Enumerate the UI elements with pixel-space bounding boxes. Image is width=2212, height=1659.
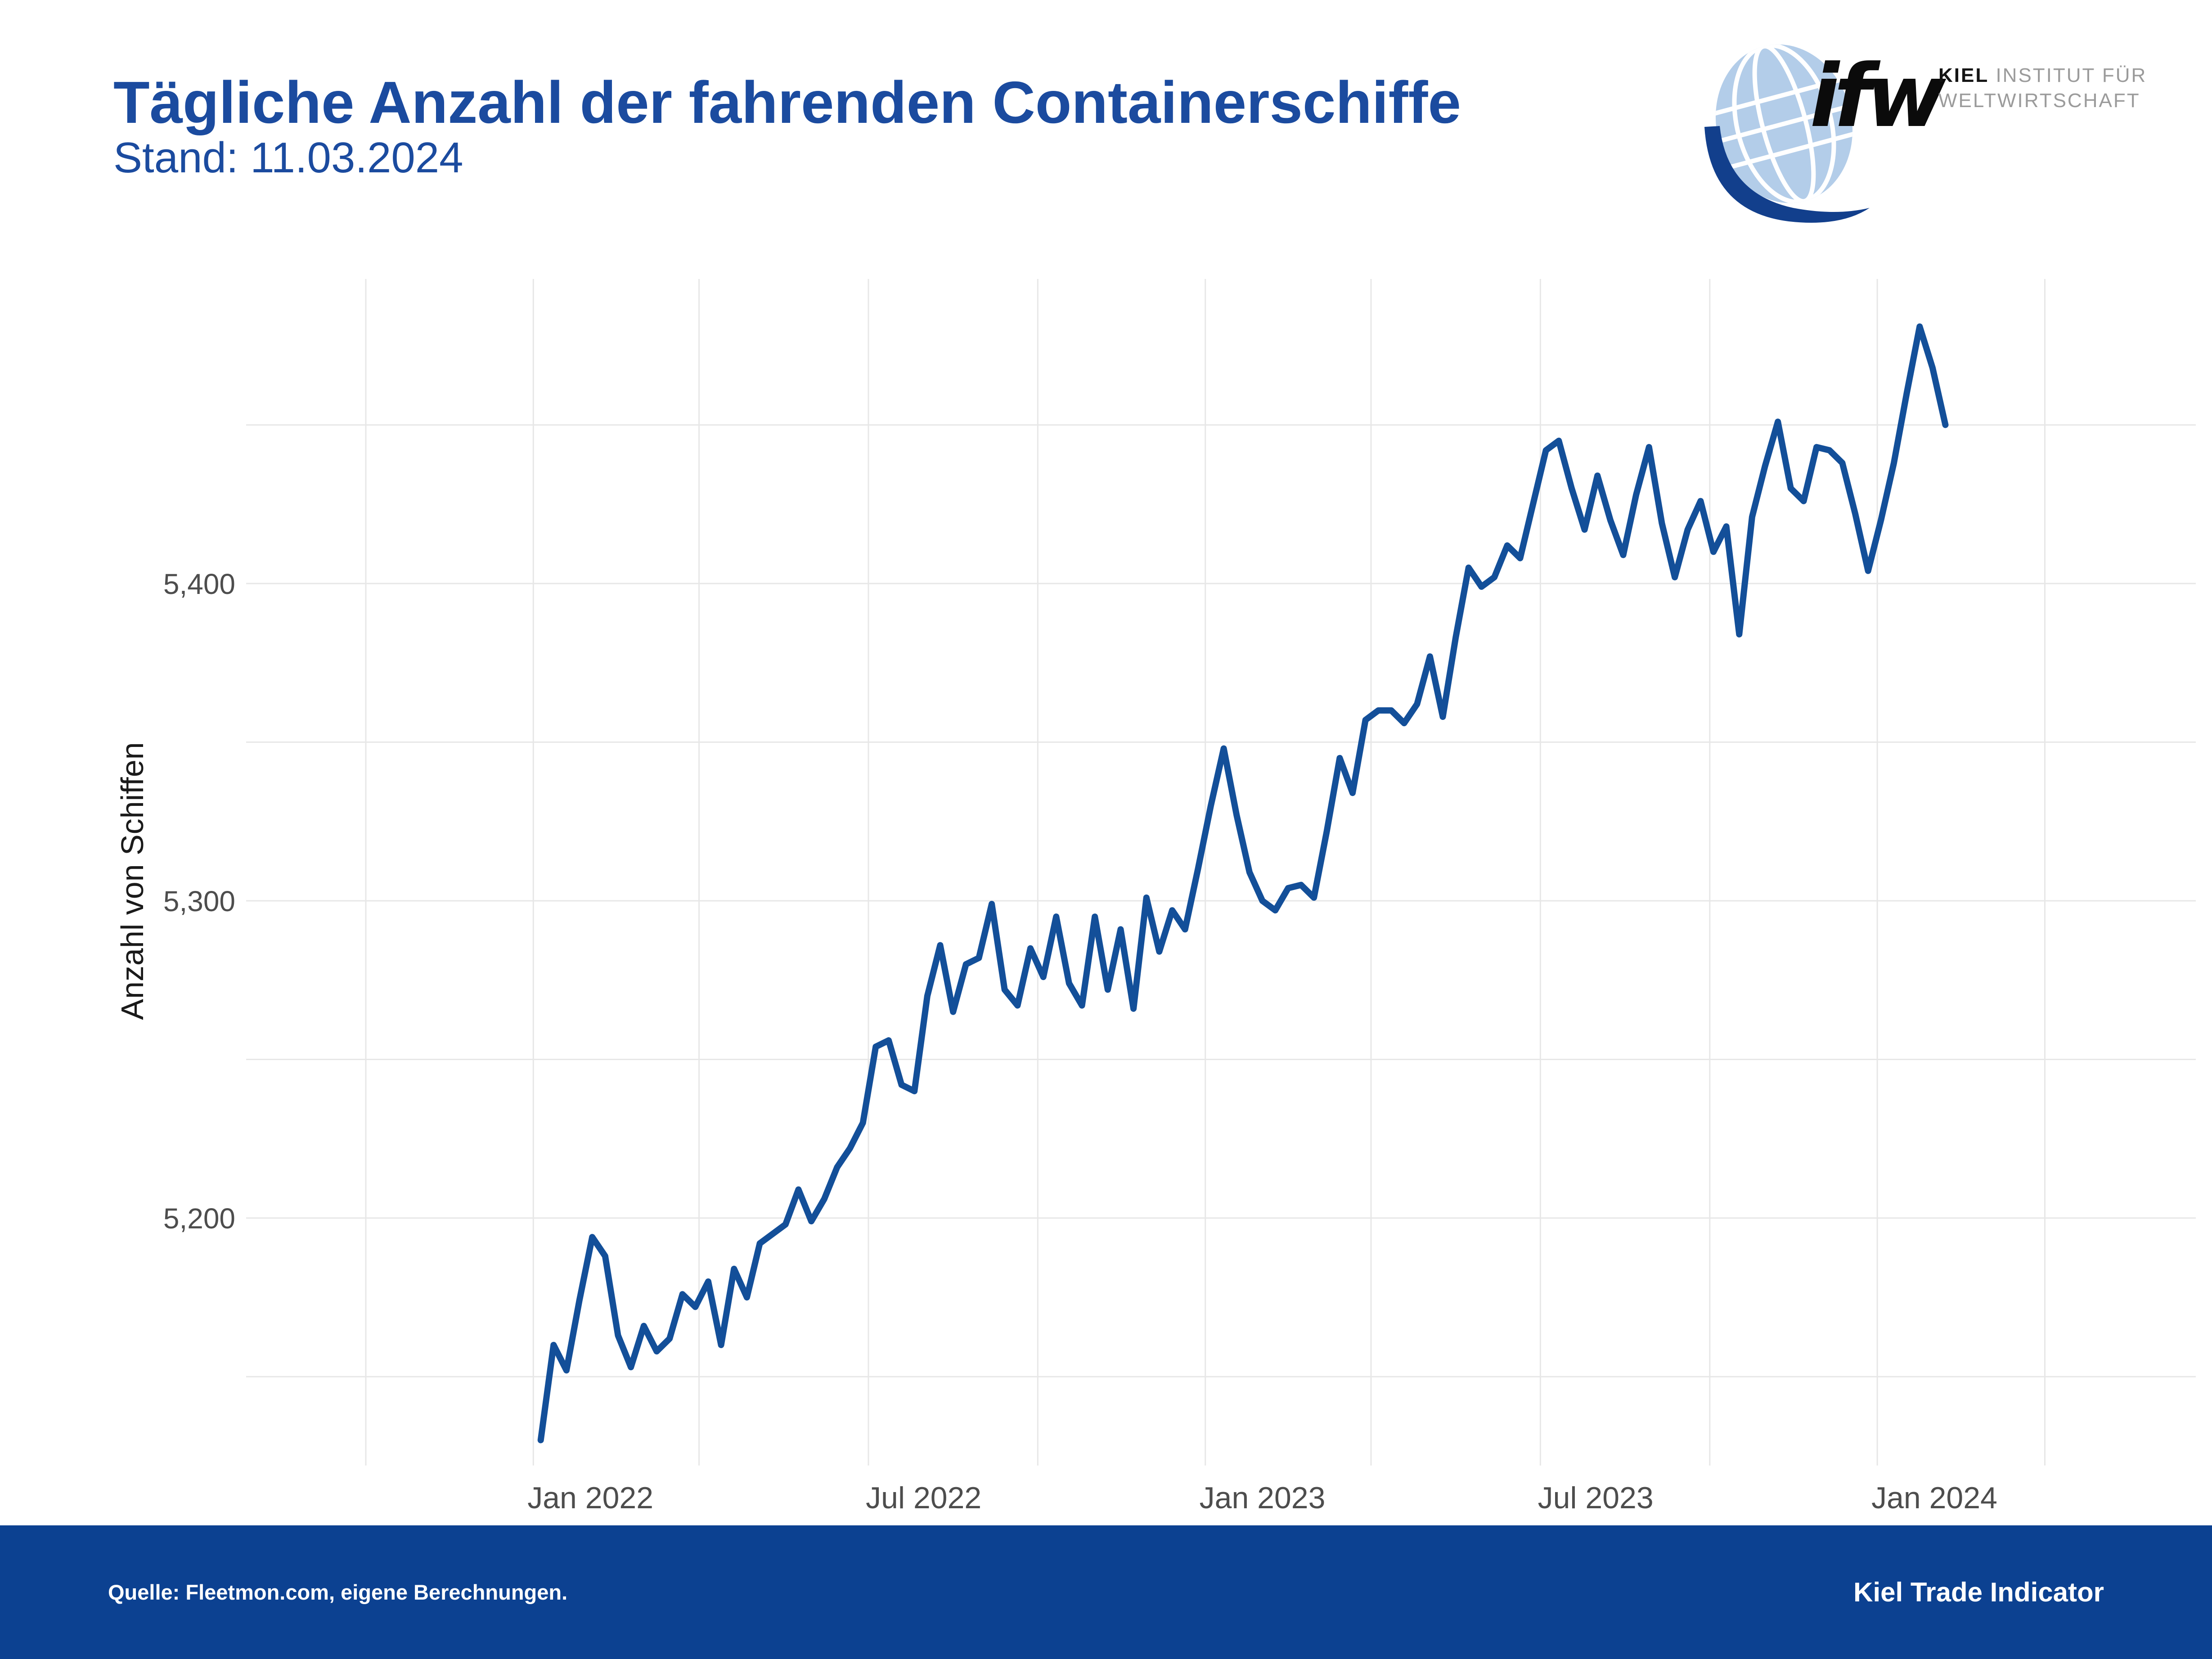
- institute-name-kiel: KIEL: [1938, 64, 1989, 86]
- x-tick-label: Jan 2023: [1200, 1481, 1326, 1515]
- x-tick-label: Jul 2022: [866, 1481, 981, 1515]
- globe-swoosh: [1704, 126, 1870, 223]
- page-subtitle: Stand: 11.03.2024: [113, 134, 463, 182]
- x-tick-label: Jan 2024: [1871, 1481, 1997, 1515]
- footer-bar: Quelle: Fleetmon.com, eigene Berechnunge…: [0, 1525, 2212, 1659]
- x-tick-label: Jan 2022: [527, 1481, 653, 1515]
- institute-name-line2: WELTWIRTSCHAFT: [1938, 90, 2140, 112]
- source-note: Quelle: Fleetmon.com, eigene Berechnunge…: [108, 1580, 568, 1604]
- y-tick-label: 5,400: [163, 568, 235, 600]
- data-line: [537, 323, 1949, 1443]
- page-title: Tägliche Anzahl der fahrenden Containers…: [113, 69, 1461, 135]
- y-tick-label: 5,300: [163, 885, 235, 917]
- institute-name-line1: INSTITUT FÜR: [1989, 64, 2147, 86]
- ifw-wordmark: ifw: [1810, 46, 1946, 147]
- y-axis-title: Anzahl von Schiffen: [115, 742, 150, 1020]
- institute-name: KIEL INSTITUT FÜR WELTWIRTSCHAFT: [1938, 63, 2147, 113]
- y-tick-label: 5,200: [163, 1202, 235, 1235]
- plot-area: 5,200 5,300 5,400 Jan 2022 Jul 2022 Jan 2023 J…: [115, 279, 2196, 1515]
- brand-label: Kiel Trade Indicator: [1853, 1577, 2104, 1607]
- ifw-globe-icon: [1700, 43, 1870, 223]
- x-tick-label: Jul 2023: [1538, 1481, 1654, 1515]
